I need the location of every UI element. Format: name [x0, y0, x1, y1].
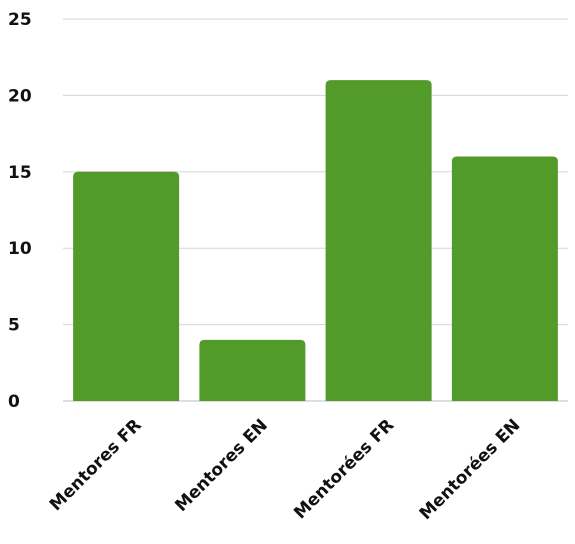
x-category-label-2: Mentores EN — [171, 415, 272, 516]
y-tick-label-10: 10 — [8, 239, 32, 259]
x-category-label-3: Mentorées FR — [290, 415, 398, 523]
bars — [73, 80, 558, 402]
x-axis-category-labels: Mentores FR Mentores EN Mentorées FR Mentor… — [46, 415, 524, 524]
bar-3 — [325, 80, 432, 402]
y-tick-label-0: 0 — [8, 392, 20, 412]
y-axis-tick-labels: 0 5 10 15 20 25 — [8, 10, 32, 412]
y-tick-label-20: 20 — [8, 86, 32, 106]
y-tick-label-25: 25 — [8, 10, 32, 30]
x-category-label-4: Mentorées EN — [416, 415, 525, 524]
bar-1 — [73, 171, 180, 401]
y-tick-label-5: 5 — [8, 316, 20, 336]
y-tick-label-15: 15 — [8, 163, 32, 183]
bar-4 — [451, 156, 558, 401]
x-category-label-1: Mentores FR — [46, 415, 146, 515]
bar-2 — [199, 339, 306, 401]
